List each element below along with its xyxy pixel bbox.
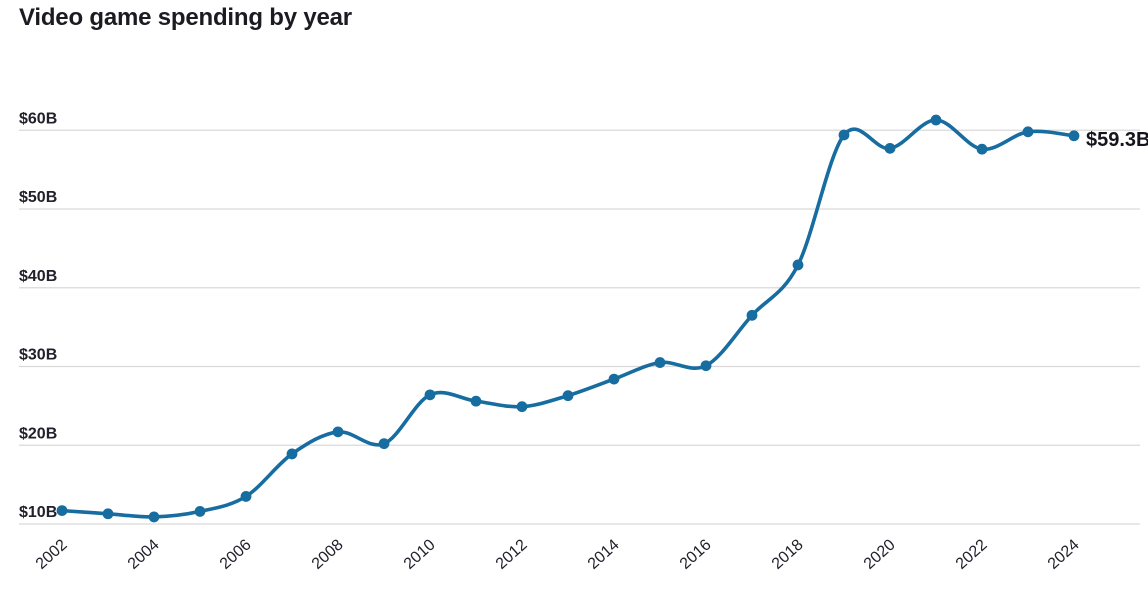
x-axis-tick-label: 2002: [33, 536, 71, 573]
data-point-2002: [56, 505, 68, 517]
data-point-2005: [194, 506, 206, 517]
data-point-2015: [654, 357, 666, 368]
y-axis-tick-label: $60B: [19, 110, 57, 127]
data-point-2011: [470, 395, 482, 407]
y-axis-tick-label: $20B: [19, 425, 57, 442]
end-value-label: $59.3B: [1086, 129, 1148, 151]
data-point-2012: [516, 401, 528, 413]
data-point-2009: [378, 438, 390, 450]
x-axis-tick-label: 2012: [493, 536, 531, 573]
data-point-2023: [1022, 126, 1034, 138]
data-point-2020: [884, 142, 896, 154]
y-axis-tick-label: $10B: [19, 504, 57, 521]
data-point-2021: [930, 114, 942, 126]
x-axis-tick-label: 2006: [217, 536, 255, 573]
y-axis-tick-label: $30B: [19, 347, 57, 364]
x-axis-tick-label: 2024: [1045, 536, 1083, 573]
data-point-2022: [976, 143, 988, 155]
x-axis-tick-label: 2020: [861, 536, 899, 573]
x-axis-tick-label: 2018: [769, 536, 807, 573]
data-point-2006: [240, 491, 252, 502]
data-point-2003: [102, 508, 114, 520]
data-point-2017: [746, 309, 758, 321]
data-point-2010: [424, 389, 436, 401]
data-point-2024: [1068, 130, 1080, 142]
data-point-2004: [148, 511, 160, 523]
x-axis-tick-label: 2008: [309, 536, 347, 573]
x-axis-tick-label: 2004: [125, 536, 163, 573]
data-point-2014: [608, 373, 620, 385]
data-point-2019: [838, 129, 850, 141]
data-point-2016: [700, 360, 712, 372]
chart-title: Video game spending by year: [19, 4, 352, 31]
data-point-2013: [562, 390, 574, 402]
data-point-2007: [286, 448, 298, 460]
x-axis-tick-label: 2014: [585, 536, 623, 573]
data-point-2008: [332, 426, 344, 438]
x-axis-tick-label: 2022: [953, 536, 991, 573]
y-axis-tick-label: $50B: [19, 189, 57, 206]
x-axis-tick-label: 2010: [401, 536, 439, 573]
spending-line: [60, 118, 1076, 519]
y-axis-tick-label: $40B: [19, 268, 57, 285]
x-axis-tick-label: 2016: [677, 536, 715, 573]
data-point-2018: [792, 259, 804, 271]
